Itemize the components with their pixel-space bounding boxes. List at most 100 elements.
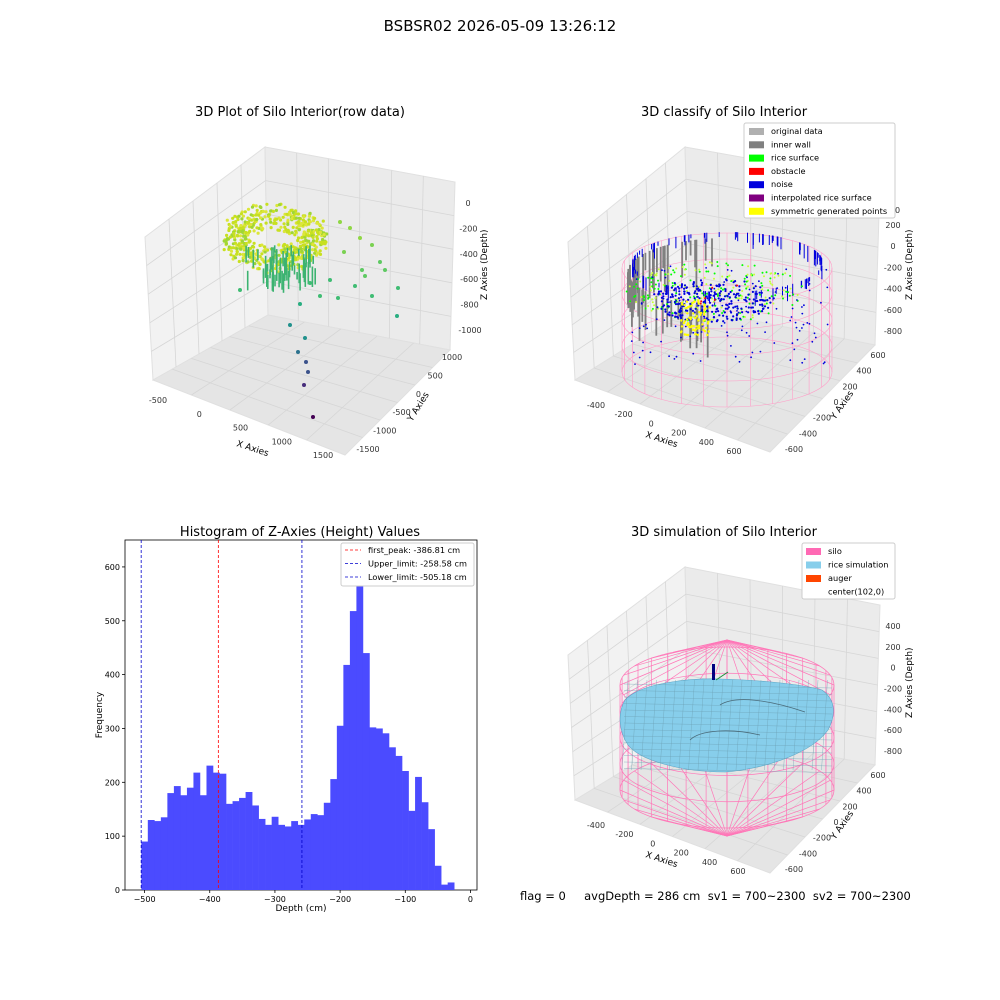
histogram-bar — [193, 772, 201, 890]
histogram-bar — [408, 810, 416, 890]
classify-legend-swatch — [749, 181, 764, 189]
simulation-legend: silo rice simulation auger center(102,0) — [801, 542, 896, 600]
histogram-x-tick-label: −200 — [329, 895, 351, 904]
raw-y-tick: -1000 — [373, 427, 396, 436]
raw-x-tick: 0 — [197, 410, 202, 419]
classify-y-tick: -600 — [785, 445, 803, 454]
raw-y-tick: 0 — [416, 390, 421, 399]
histogram-bar — [239, 797, 246, 890]
histogram-bar — [297, 824, 305, 890]
simulation-z-tick: 200 — [885, 643, 900, 652]
histogram-bar — [291, 821, 299, 890]
histogram-bar — [186, 787, 194, 890]
histogram-bar — [160, 817, 168, 890]
histogram-bar — [389, 747, 396, 890]
classify-data-points — [625, 232, 829, 365]
raw-3d-plot: 3D Plot of Silo Interior(row data) -500 0… — [144, 105, 490, 460]
histogram-legend: first_peak: -386.81 cm Upper_limit: -258.… — [340, 542, 475, 587]
raw-z-tick: -600 — [460, 275, 478, 284]
histogram-chart: Histogram of Z-Axies (Height) Values −50… — [95, 525, 478, 914]
raw-y-tick: -1500 — [356, 445, 379, 454]
simulation-z-ticks: 400 200 0 -200 -400 -600 -800 — [884, 622, 902, 756]
histogram-x-tick-label: −400 — [199, 895, 221, 904]
histogram-bar — [284, 826, 292, 890]
classify-legend-label: obstacle — [771, 166, 806, 176]
simulation-x-tick: -400 — [587, 821, 605, 830]
simulation-y-tick: 600 — [870, 771, 885, 780]
simulation-z-tick: 0 — [890, 664, 895, 673]
classify-y-tick: 600 — [870, 351, 885, 360]
classify-z-axis-label: Z Axies (Depth) — [905, 229, 915, 300]
histogram-bar — [349, 611, 357, 890]
classify-legend-label: interpolated rice surface — [771, 193, 872, 203]
histogram-bar — [369, 727, 377, 890]
classify-x-tick: -200 — [615, 410, 633, 419]
histogram-bar — [180, 795, 188, 890]
classify-legend-swatch — [749, 154, 764, 162]
classify-x-ticks: -400 -200 0 200 400 600 — [587, 401, 742, 456]
raw-y-ticks: -1500 -1000 -500 0 500 1000 — [356, 353, 462, 454]
simulation-y-tick: 200 — [842, 802, 857, 811]
histogram-bar — [265, 824, 272, 890]
simulation-x-tick: 400 — [702, 858, 717, 867]
raw-z-ticks: 0 -200 -400 -600 -800 -1000 — [458, 199, 481, 335]
simulation-legend-swatch — [806, 561, 821, 569]
histogram-legend-label: first_peak: -386.81 cm — [368, 545, 460, 555]
histogram-bar — [141, 841, 149, 890]
histogram-bar — [271, 816, 279, 890]
histogram-bar — [147, 820, 155, 890]
histogram-bar — [323, 802, 331, 890]
histogram-x-ticks: −500 −400 −300 −200 −100 0 — [134, 890, 473, 904]
raw-x-ticks: -500 0 500 1000 1500 — [149, 396, 333, 460]
classify-legend-swatch — [749, 167, 764, 175]
classify-y-tick: -400 — [799, 429, 817, 438]
histogram-y-tick-label: 500 — [105, 617, 120, 626]
classify-x-tick: -400 — [587, 401, 605, 410]
histogram-bar — [278, 824, 286, 890]
histogram-y-tick-label: 600 — [105, 563, 120, 572]
simulation-y-tick: -400 — [799, 849, 817, 858]
raw-z-tick: -1000 — [458, 326, 481, 335]
simulation-auger — [712, 664, 729, 681]
histogram-y-tick-label: 400 — [105, 671, 120, 680]
histogram-bar — [173, 786, 181, 890]
histogram-bar — [428, 829, 435, 890]
raw-y-tick: -500 — [393, 408, 411, 417]
raw-grid-lines — [146, 152, 455, 441]
histogram-x-tick-label: 0 — [468, 895, 473, 904]
classify-y-tick: -200 — [813, 414, 831, 423]
classify-3d-plot: 3D classify of Silo Interior -400-200020… — [567, 105, 915, 456]
classify-x-tick: 400 — [699, 438, 714, 447]
classify-y-tick: 400 — [856, 367, 871, 376]
simulation-y-tick: 0 — [833, 818, 838, 827]
simulation-z-tick: -200 — [884, 685, 902, 694]
classify-legend: original data inner wall rice surface obsta… — [743, 122, 896, 219]
histogram-bar — [415, 776, 422, 890]
classify-z-tick: 200 — [885, 221, 900, 230]
histogram-bar — [375, 728, 383, 890]
histogram-x-tick-label: −300 — [264, 895, 286, 904]
histogram-y-tick-label: 0 — [115, 886, 120, 895]
raw-z-tick: -800 — [461, 301, 479, 310]
raw-x-tick: 1000 — [272, 437, 292, 446]
histogram-bar — [245, 792, 253, 890]
histogram-bar — [317, 815, 325, 890]
classify-legend-label: rice surface — [771, 153, 819, 163]
simulation-3d-plot: 3D simulation of Silo Interior -400-2000… — [567, 525, 915, 876]
simulation-z-tick: -800 — [884, 747, 902, 756]
histogram-bar — [206, 765, 214, 890]
simulation-legend-swatch — [806, 548, 821, 555]
simulation-legend-label: center(102,0) — [828, 587, 884, 597]
histogram-bar — [343, 664, 351, 890]
histogram-reference-lines — [140, 540, 303, 890]
histogram-bar — [199, 795, 207, 890]
histogram-bar — [232, 801, 240, 890]
histogram-bars — [141, 553, 455, 890]
classify-legend-swatch — [749, 128, 764, 135]
histogram-bar — [330, 779, 338, 890]
classify-z-tick: -800 — [884, 327, 902, 336]
classify-legend-label: inner wall — [771, 139, 811, 149]
simulation-legend-label: auger — [828, 573, 852, 583]
classify-plot-title: 3D classify of Silo Interior — [641, 105, 808, 120]
